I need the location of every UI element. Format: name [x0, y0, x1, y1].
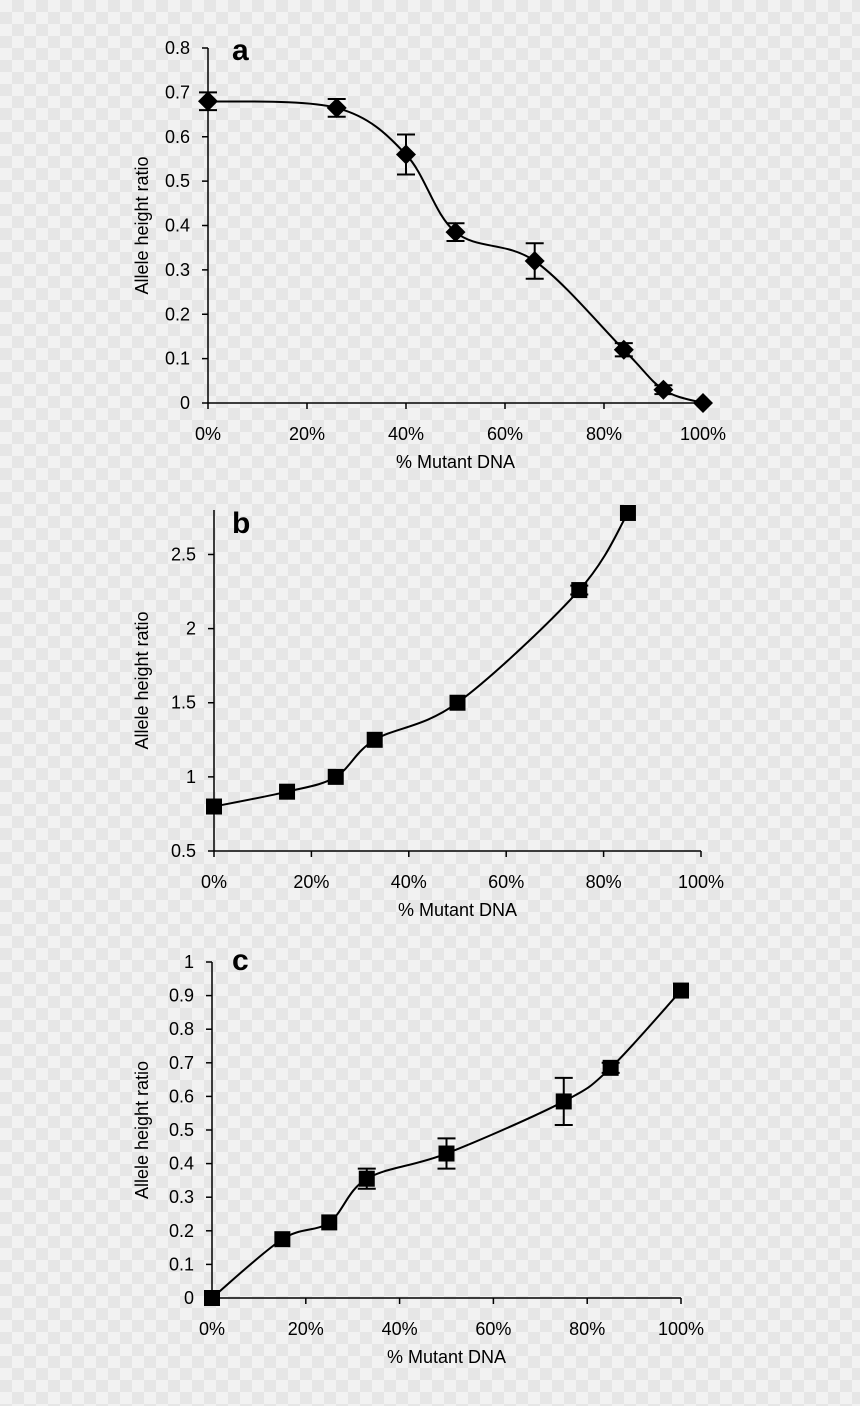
y-tick-label: 0.7 [169, 1053, 194, 1073]
x-tick-label: 100% [680, 424, 726, 444]
chart-panel-b: 0.5 1 1.5 2 2.5 0% 20% 40% 60% 80% 100% % Mutant DN… [132, 504, 724, 920]
y-tick-label: 0.8 [165, 38, 190, 58]
y-tick-label: 0 [180, 393, 190, 413]
x-tick-label: 80% [586, 424, 622, 444]
y-tick-label: 0.3 [165, 260, 190, 280]
data-point [653, 379, 674, 400]
data-point [619, 504, 636, 521]
y-axis-title: Allele height ratio [132, 156, 152, 294]
fit-curve [213, 512, 629, 808]
x-axis-title: % Mutant DNA [396, 452, 515, 472]
data-point [693, 393, 713, 413]
x-tick-label: 40% [391, 872, 427, 892]
y-tick-label: 0.5 [171, 841, 196, 861]
panel-label: c [232, 944, 249, 977]
data-point [206, 798, 222, 815]
data-point [445, 222, 466, 243]
x-tick-label: 100% [658, 1319, 704, 1339]
y-tick-label: 0.5 [165, 171, 190, 191]
data-point [449, 694, 466, 711]
x-tick-label: 20% [288, 1319, 324, 1339]
y-tick-label: 1 [186, 767, 196, 787]
chart-panel-a: 0 0.1 0.2 0.3 0.4 0.5 0.6 0.7 0.8 0% 20% 40% 60% 80% 1… [132, 34, 726, 472]
y-tick-label: 0.2 [165, 304, 190, 324]
data-point [358, 1170, 375, 1187]
data-point [396, 144, 416, 165]
data-point [613, 339, 634, 360]
x-tick-label: 0% [195, 424, 221, 444]
y-tick-label: 1.5 [171, 693, 196, 713]
y-tick-label: 2 [186, 619, 196, 639]
data-point [673, 982, 689, 999]
fit-curve [207, 100, 704, 404]
x-tick-label: 20% [293, 872, 329, 892]
x-tick-label: 0% [201, 872, 227, 892]
x-axis-title: % Mutant DNA [398, 900, 517, 920]
y-tick-label: 0.6 [165, 127, 190, 147]
panel-label: b [232, 507, 250, 540]
data-point [204, 1290, 220, 1306]
data-point [327, 768, 344, 785]
y-tick-label: 2.5 [171, 544, 196, 564]
x-tick-label: 40% [388, 424, 424, 444]
y-tick-label: 0.5 [169, 1120, 194, 1140]
data-point [198, 91, 218, 112]
data-point [321, 1214, 338, 1231]
y-tick-label: 0.4 [165, 216, 190, 236]
x-tick-label: 60% [487, 424, 523, 444]
x-tick-label: 0% [199, 1319, 225, 1339]
data-point [555, 1093, 572, 1110]
y-tick-label: 0.7 [165, 82, 190, 102]
x-tick-label: 20% [289, 424, 325, 444]
data-point [279, 783, 296, 800]
y-tick-label: 0 [184, 1288, 194, 1308]
y-tick-label: 0.6 [169, 1086, 194, 1106]
chart-panel-c: 0 0.1 0.2 0.3 0.4 0.5 0.6 0.7 0.8 0.9 1 0% 20% 40% 60%… [132, 944, 704, 1367]
y-tick-label: 1 [184, 952, 194, 972]
x-tick-label: 80% [569, 1319, 605, 1339]
x-axis-title: % Mutant DNA [387, 1347, 506, 1367]
data-point [438, 1145, 455, 1162]
x-tick-label: 100% [678, 872, 724, 892]
y-axis-title: Allele height ratio [132, 1061, 152, 1199]
data-point [602, 1059, 619, 1076]
y-tick-label: 0.1 [165, 349, 190, 369]
x-tick-label: 80% [586, 872, 622, 892]
x-tick-label: 60% [488, 872, 524, 892]
x-tick-label: 60% [475, 1319, 511, 1339]
y-tick-label: 0.9 [169, 986, 194, 1006]
y-axis-title: Allele height ratio [132, 611, 152, 749]
y-tick-label: 0.2 [169, 1221, 194, 1241]
y-tick-label: 0.8 [169, 1019, 194, 1039]
x-tick-label: 40% [382, 1319, 418, 1339]
data-point [524, 251, 545, 271]
data-point [326, 97, 347, 118]
y-tick-label: 0.4 [169, 1154, 194, 1174]
y-tick-label: 0.1 [169, 1254, 194, 1274]
panel-label: a [232, 34, 249, 67]
data-point [366, 731, 383, 748]
data-point [571, 582, 588, 599]
data-point [274, 1231, 291, 1248]
y-tick-label: 0.3 [169, 1187, 194, 1207]
